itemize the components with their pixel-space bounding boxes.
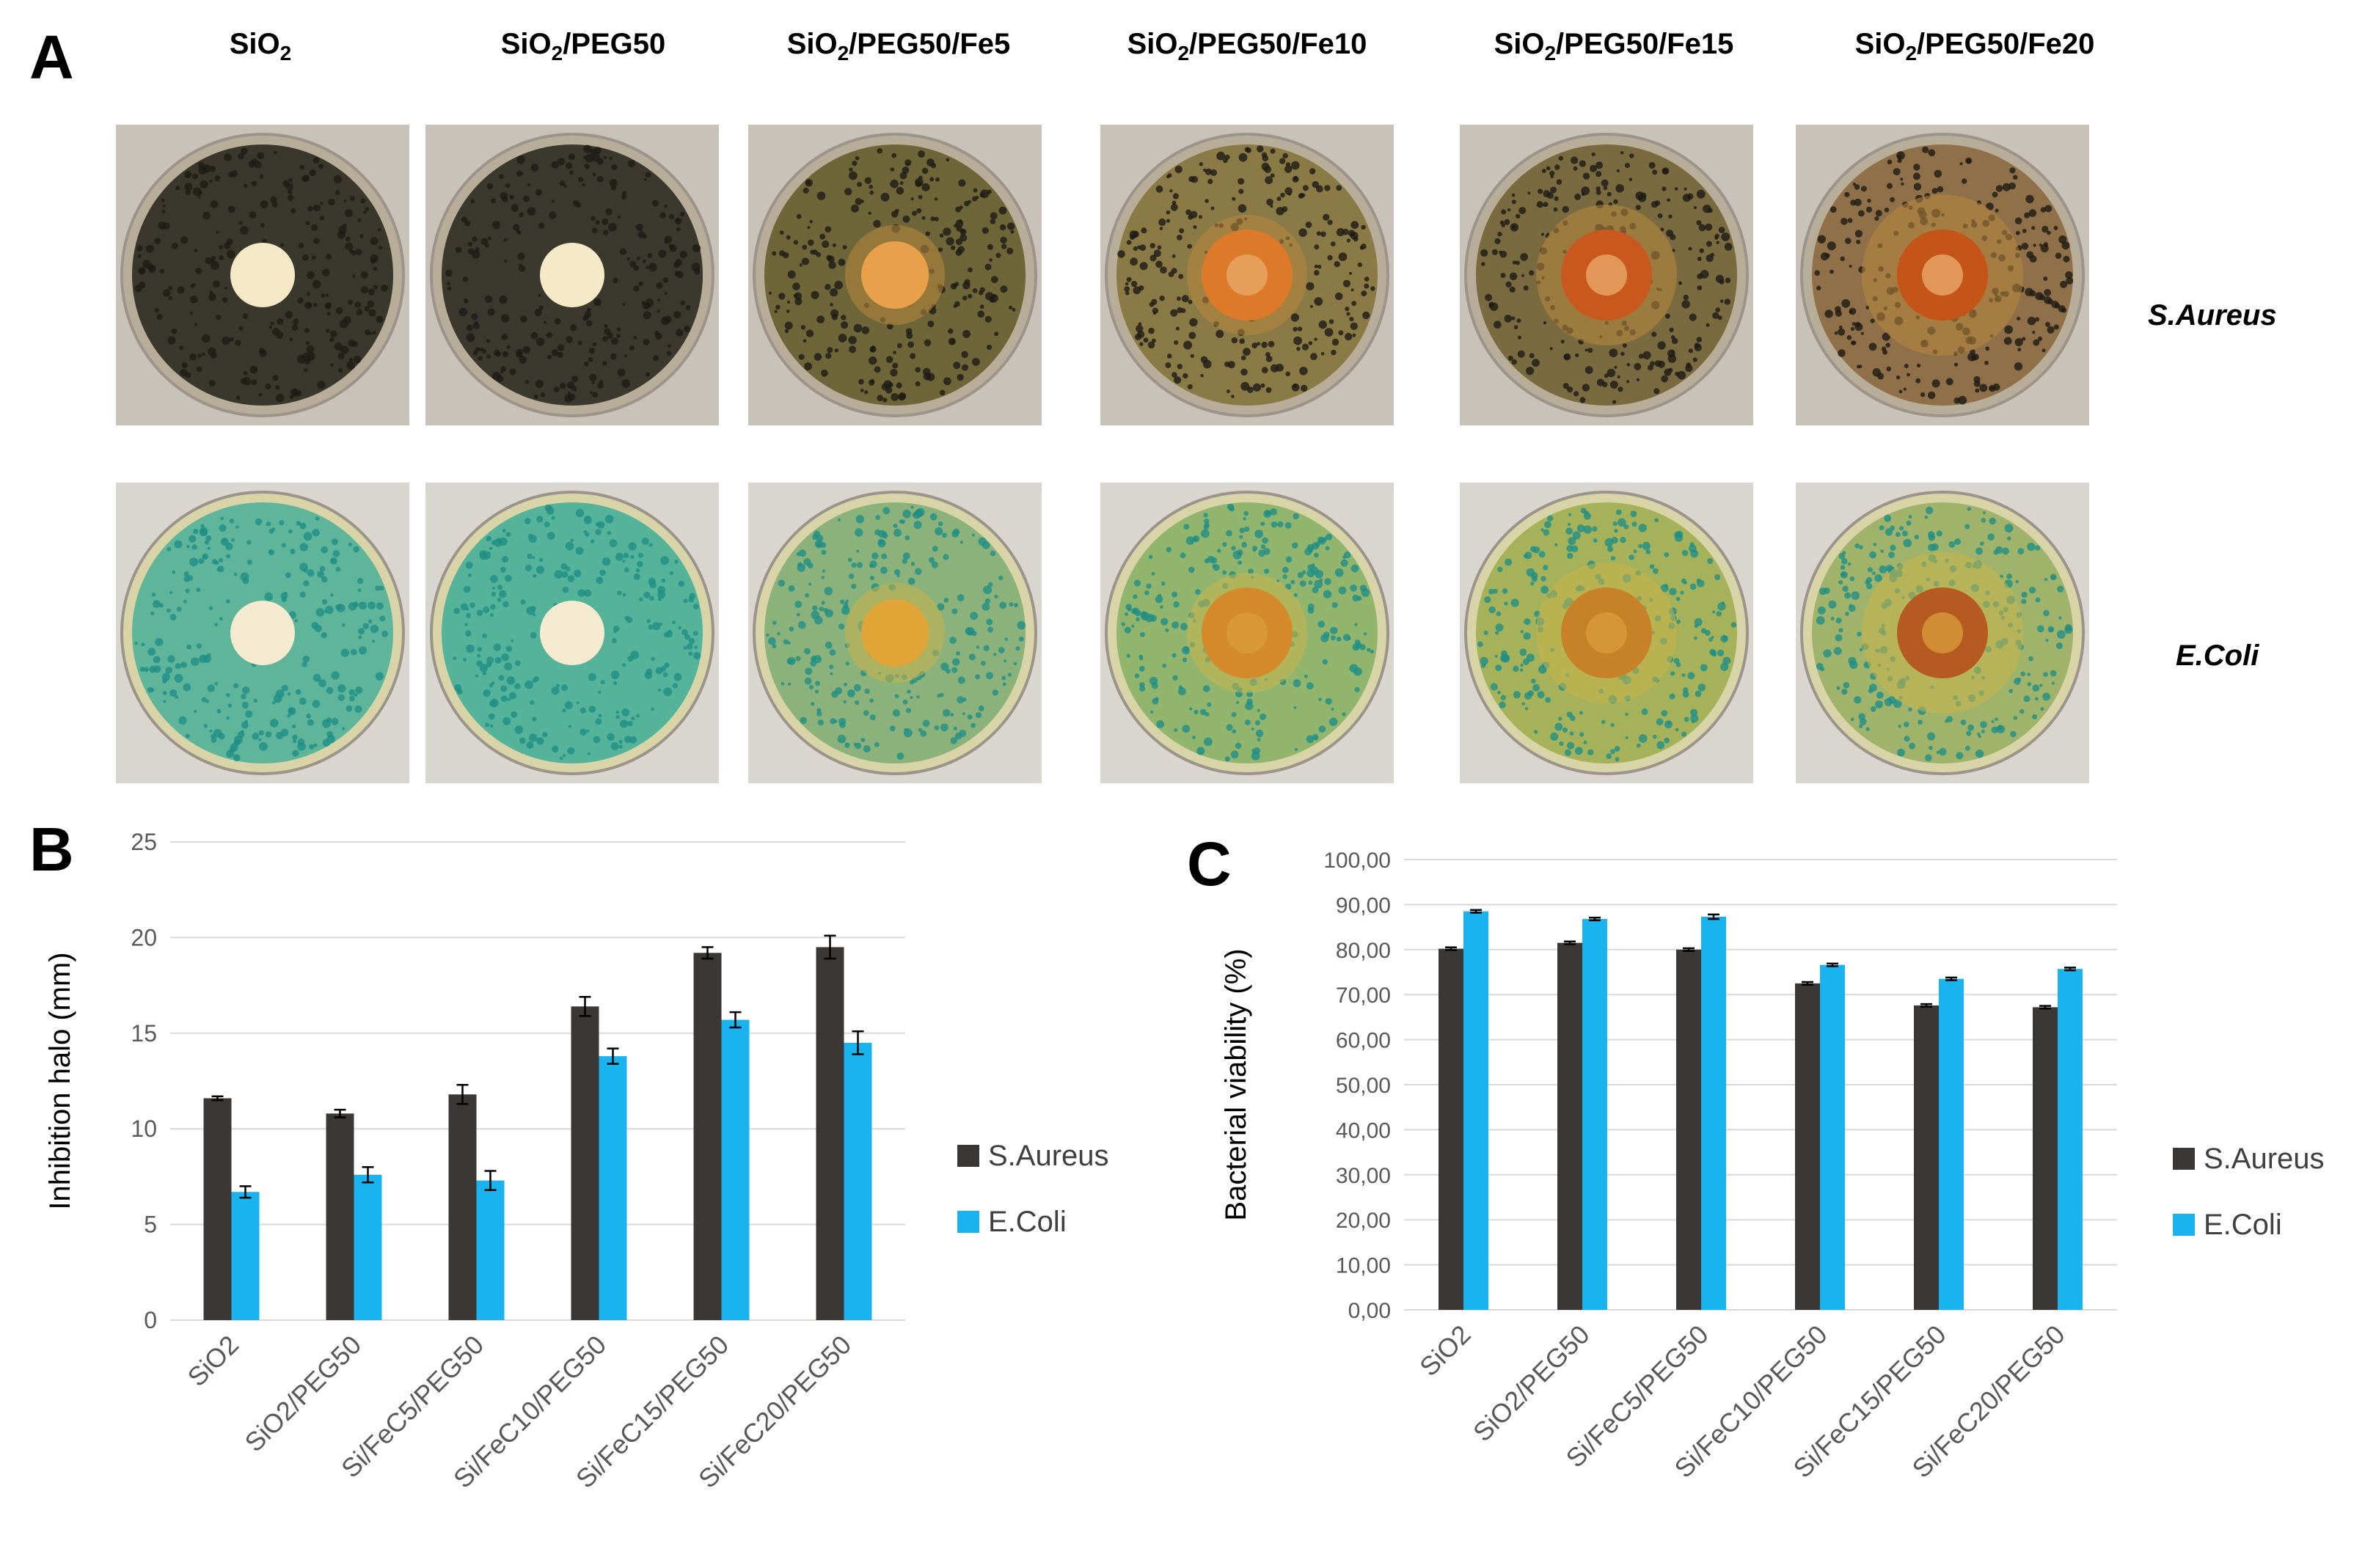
e-coli-bar-3 [1701,916,1726,1310]
e-coli-bar-4 [599,1056,627,1320]
legend-swatch [2173,1214,2195,1236]
y-tick-label: 15 [131,1020,157,1047]
e-coli-plate-6 [1796,483,2089,783]
y-tick-label: 100,00 [1323,849,1391,873]
e-coli-plate-2 [425,483,719,783]
s-aureus-bar-6 [816,947,844,1320]
y-tick-label: 80,00 [1336,939,1391,963]
y-tick-label: 10 [131,1115,157,1142]
panel-b-label: B [29,815,74,884]
legend-swatch [957,1145,979,1167]
legend-label: S.Aureus [2204,1143,2325,1175]
s-aureus-bar-2 [1557,942,1582,1310]
legend-swatch [957,1211,979,1233]
e-coli-plate-5 [1460,483,1753,783]
y-tick-label: 40,00 [1336,1118,1391,1143]
y-tick-label: 50,00 [1336,1074,1391,1098]
y-tick-label: 0,00 [1348,1299,1391,1323]
e-coli-bar-5 [1939,978,1964,1310]
y-tick-label: 70,00 [1336,983,1391,1008]
e-coli-plate-3 [748,483,1042,783]
e-coli-bar-4 [1820,964,1845,1310]
s-aureus-plate-2 [425,125,719,425]
s-aureus-bar-4 [1795,983,1820,1310]
e-coli-bar-6 [2058,969,2083,1310]
column-title-3: SiO2/PEG50/Fe5 [786,28,1011,65]
s-aureus-bar-2 [326,1113,354,1320]
y-tick-label: 60,00 [1336,1029,1391,1053]
y-axis-label: Inhibition halo (mm) [44,952,76,1209]
s-aureus-bar-3 [448,1094,477,1320]
s-aureus-plate-4 [1100,125,1394,425]
e-coli-bar-3 [476,1180,505,1320]
s-aureus-bar-5 [693,953,722,1320]
legend-label: S.Aureus [988,1140,1109,1172]
legend-label: E.Coli [988,1206,1067,1238]
y-axis-label: Bacterial viability (%) [1220,948,1252,1220]
panel-c-label: C [1187,829,1232,898]
x-category-label: SiO2/PEG50 [238,1330,367,1458]
y-tick-label: 20 [131,924,157,950]
column-title-4: SiO2/PEG50/Fe10 [1127,28,1367,65]
e-coli-plate-4 [1100,483,1394,783]
s-aureus-bar-1 [1439,948,1463,1310]
y-tick-label: 30,00 [1336,1164,1391,1188]
s-aureus-bar-5 [1914,1005,1939,1310]
legend-label: E.Coli [2204,1209,2282,1241]
s-aureus-bar-4 [571,1006,599,1320]
legend-swatch [2173,1148,2195,1170]
panel-a-label: A [29,23,74,92]
x-category-label: SiO2 [1414,1319,1477,1382]
e-coli-bar-1 [231,1192,260,1320]
s-aureus-bar-1 [203,1098,232,1320]
e-coli-plate-1 [116,483,409,783]
x-category-label: SiO2 [182,1330,245,1393]
s-aureus-plate-1 [116,125,409,425]
s-aureus-plate-5 [1460,125,1753,425]
y-tick-label: 20,00 [1336,1209,1391,1233]
bacterial-viability-chart: 0,00 10,00 20,00 30,00 40,00 50,00 60,00 70,00 8… [1220,849,2325,1484]
row-label-s-aureus: S.Aureus [2148,299,2277,331]
e-coli-bar-2 [354,1174,382,1320]
column-title-5: SiO2/PEG50/Fe15 [1494,28,1734,65]
y-tick-label: 0 [144,1307,157,1333]
s-aureus-plate-6 [1796,125,2089,425]
inhibition-halo-chart: 0 5 10 15 20 25 Inhibition halo (mm) SiO2SiO2/P… [44,829,1109,1494]
y-tick-label: 5 [144,1212,157,1238]
s-aureus-bar-3 [1676,949,1701,1310]
e-coli-bar-5 [721,1019,750,1320]
s-aureus-plate-3 [748,125,1042,425]
e-coli-bar-6 [844,1042,872,1320]
e-coli-bar-1 [1463,911,1488,1310]
row-label-e-coli: E.Coli [2176,640,2259,672]
y-tick-label: 25 [131,829,157,855]
e-coli-bar-2 [1582,919,1607,1310]
x-category-label: SiO2/PEG50 [1467,1319,1595,1448]
s-aureus-bar-6 [2033,1007,2058,1310]
y-tick-label: 90,00 [1336,893,1391,917]
column-title-6: SiO2/PEG50/Fe20 [1854,28,2095,65]
column-title-1: SiO2 [229,28,292,65]
column-title-2: SiO2/PEG50 [500,28,666,65]
y-tick-label: 10,00 [1336,1254,1391,1278]
